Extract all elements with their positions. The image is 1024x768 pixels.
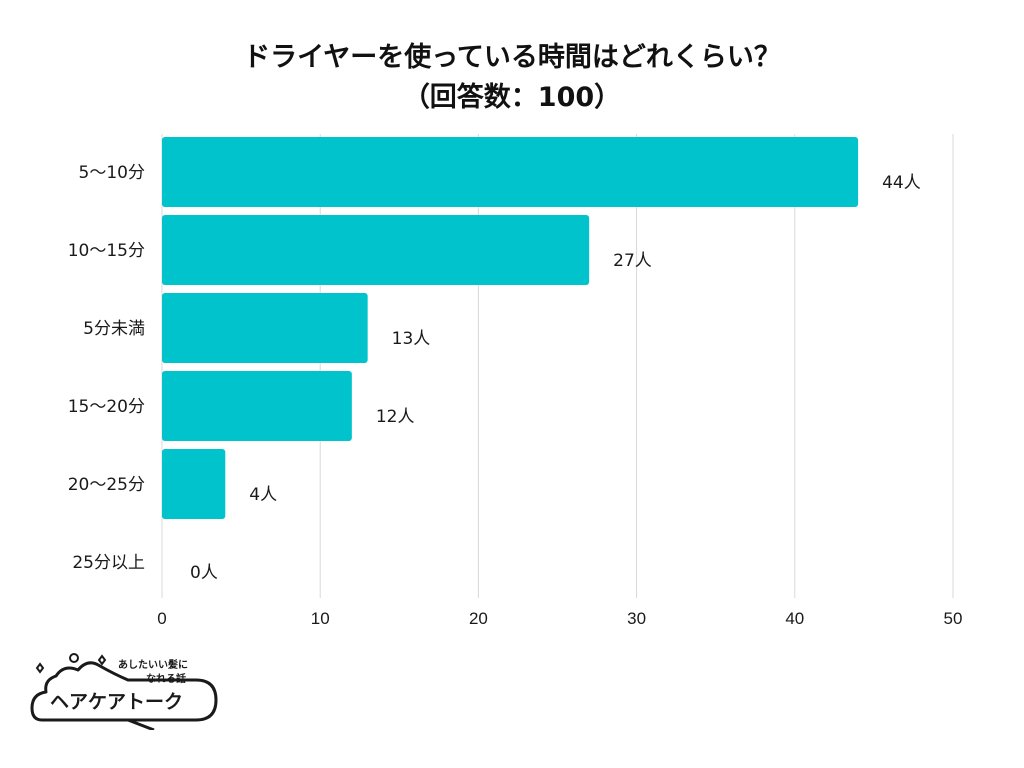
category-label: 5〜10分 [79,163,145,183]
data-label: 4人 [249,485,277,505]
data-label: 27人 [613,251,652,271]
bar [162,137,859,207]
bar [162,215,590,285]
sparkle-icon [35,662,45,674]
x-tick-label: 0 [157,609,166,628]
sparkle-icon [97,654,107,666]
data-label: 0人 [190,563,218,583]
logo-brand-name: ヘアケアトーク [50,691,183,713]
x-tick-label: 10 [311,609,330,628]
data-label: 13人 [392,329,431,349]
chart-title-line1: ドライヤーを使っている時間はどれくらい？ [243,42,781,73]
x-tick-label: 40 [785,609,804,628]
category-label: 10〜15分 [68,241,145,261]
chart-title-line2: （回答数：100） [402,82,622,113]
data-label: 12人 [376,407,415,427]
data-label: 44人 [882,173,921,193]
bar [162,449,226,519]
category-label: 25分以上 [72,553,145,573]
chart-title: ドライヤーを使っている時間はどれくらい？ （回答数：100） [0,38,1024,118]
x-tick-label: 50 [944,609,963,628]
bar [162,293,368,363]
category-label: 15〜20分 [68,397,145,417]
brand-logo: あしたいい髪に なれる話 ヘアケアトーク [30,653,218,730]
bar-chart: 0 10 20 30 40 50 5〜10分 44人 10〜15分 27人 5分未満 13人 15〜20… [68,134,963,628]
logo-tagline-line2: なれる話 [146,672,186,685]
cloud-logo-icon [30,661,218,722]
x-tick-label: 20 [469,609,488,628]
x-tick-label: 30 [627,609,646,628]
bar [162,371,352,441]
category-label: 5分未満 [83,319,145,339]
logo-tagline-line1: あしたいい髪に [118,658,188,671]
category-label: 20〜25分 [68,475,145,495]
